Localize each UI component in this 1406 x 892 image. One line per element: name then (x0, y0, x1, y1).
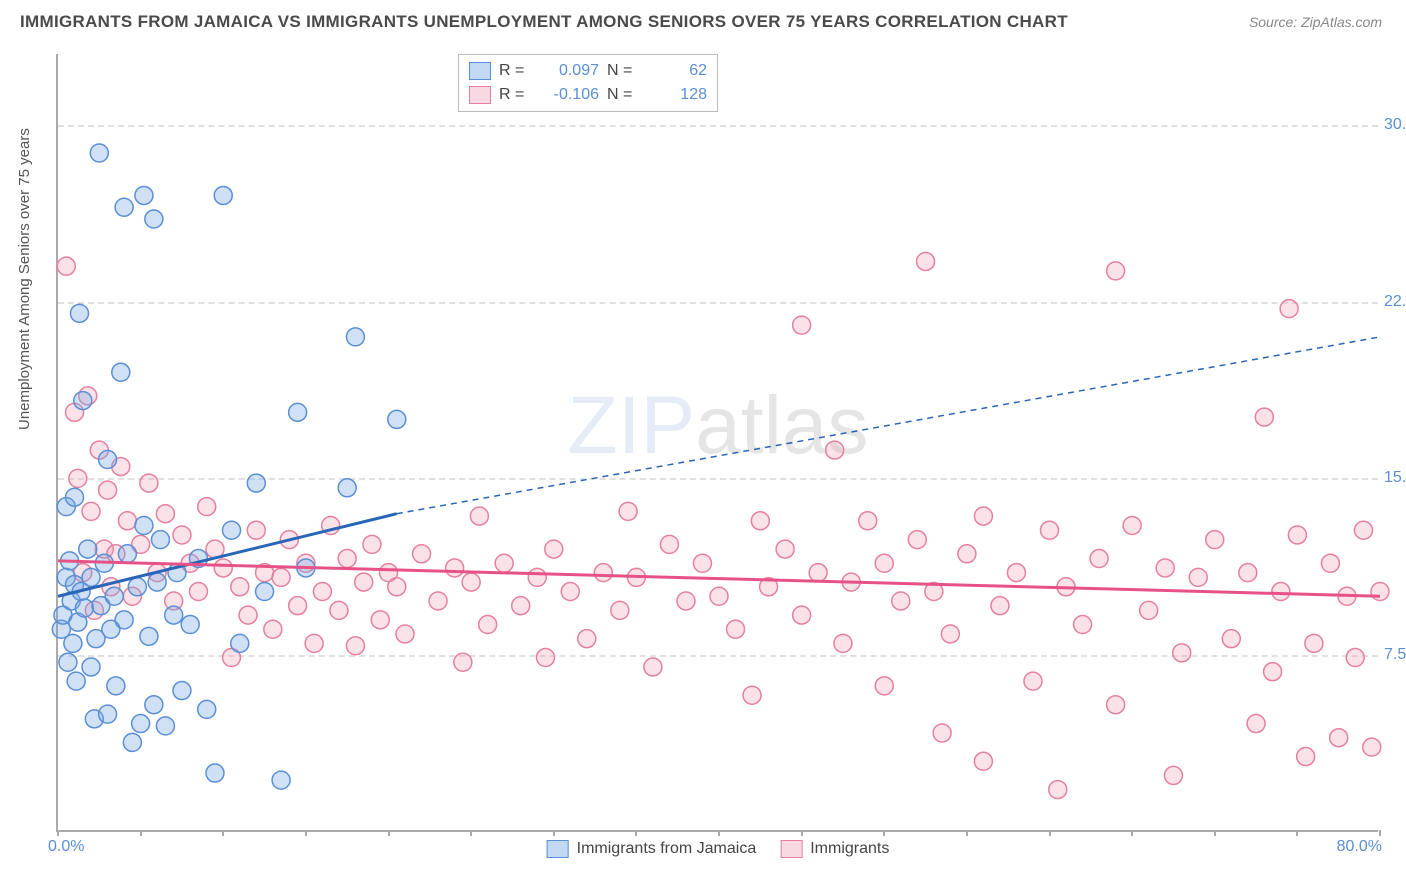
legend-item-pink: Immigrants (780, 840, 889, 858)
y-tick-label: 7.5% (1384, 646, 1406, 664)
legend-item-blue: Immigrants from Jamaica (547, 840, 757, 858)
swatch-blue-icon (469, 62, 491, 80)
legend-row-blue: R = 0.097 N = 62 (469, 59, 707, 83)
plot-area: ZIPatlas 7.5%15.0%22.5%30.0% R = 0.097 N… (56, 54, 1378, 832)
r-value-blue: 0.097 (537, 62, 599, 80)
y-tick-label: 22.5% (1384, 293, 1406, 311)
swatch-blue-icon (547, 840, 569, 858)
y-tick-label: 15.0% (1384, 469, 1406, 487)
legend-label-pink: Immigrants (810, 840, 889, 858)
n-value-blue: 62 (645, 62, 707, 80)
y-axis-label: Unemployment Among Seniors over 75 years (16, 128, 33, 430)
swatch-pink-icon (780, 840, 802, 858)
swatch-pink-icon (469, 86, 491, 104)
n-value-pink: 128 (645, 86, 707, 104)
n-label: N = (607, 86, 637, 104)
scatter-plot (58, 54, 1378, 830)
legend-label-blue: Immigrants from Jamaica (577, 840, 757, 858)
x-tick-label-min: 0.0% (48, 838, 84, 856)
source-attribution: Source: ZipAtlas.com (1249, 14, 1382, 30)
chart-title: IMMIGRANTS FROM JAMAICA VS IMMIGRANTS UN… (20, 12, 1068, 32)
correlation-legend: R = 0.097 N = 62 R = -0.106 N = 128 (458, 54, 718, 112)
n-label: N = (607, 62, 637, 80)
r-label: R = (499, 86, 529, 104)
y-tick-label: 30.0% (1384, 116, 1406, 134)
series-legend: Immigrants from Jamaica Immigrants (547, 840, 890, 858)
r-label: R = (499, 62, 529, 80)
legend-row-pink: R = -0.106 N = 128 (469, 83, 707, 107)
x-tick-label-max: 80.0% (1337, 838, 1382, 856)
r-value-pink: -0.106 (537, 86, 599, 104)
